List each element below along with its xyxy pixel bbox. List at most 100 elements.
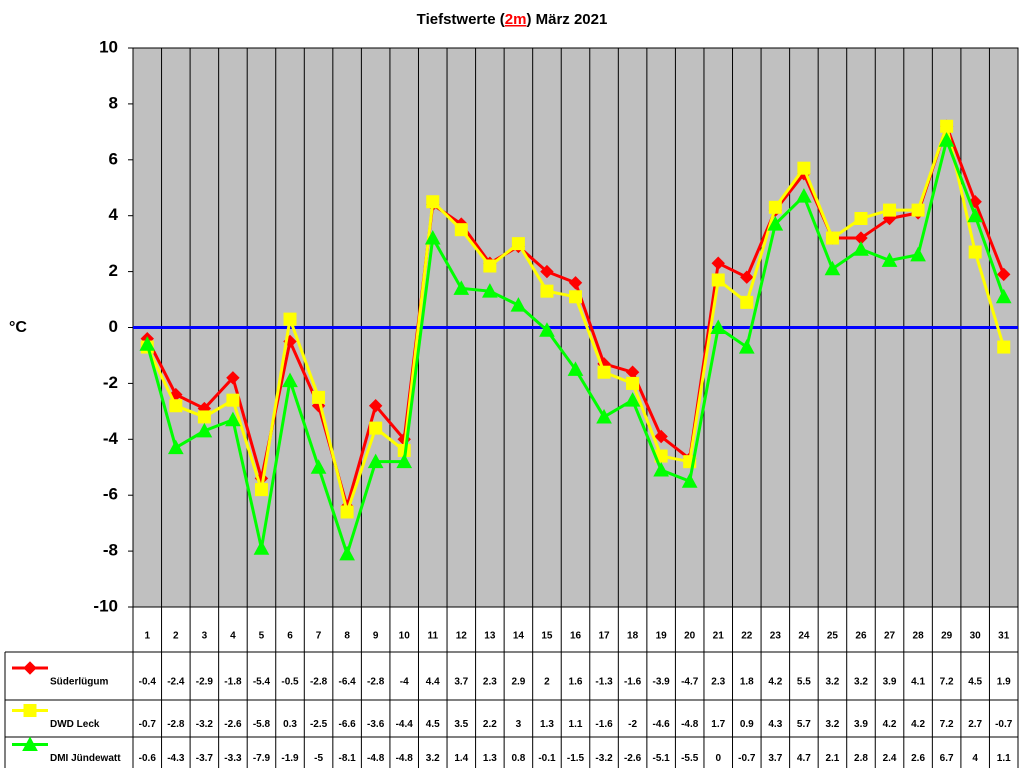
x-tick-label: 25 bbox=[827, 631, 839, 642]
marker bbox=[196, 422, 213, 438]
table-value: 3.2 bbox=[854, 677, 868, 688]
table-value: 3.2 bbox=[825, 719, 839, 730]
marker bbox=[740, 270, 754, 284]
table-value: 1.8 bbox=[740, 677, 754, 688]
table-value: 3.2 bbox=[825, 677, 839, 688]
table-value: -6.6 bbox=[338, 719, 356, 730]
marker bbox=[940, 119, 954, 133]
marker bbox=[738, 339, 755, 354]
table-value: -5.4 bbox=[253, 677, 271, 688]
table-value: 6.7 bbox=[940, 753, 954, 764]
table-value: 1.1 bbox=[569, 719, 583, 730]
table-value: -4.8 bbox=[367, 753, 385, 764]
marker bbox=[825, 231, 839, 245]
marker bbox=[624, 392, 641, 407]
marker bbox=[511, 237, 525, 251]
table-value: -4.6 bbox=[653, 719, 671, 730]
table-value: 1.4 bbox=[454, 753, 468, 764]
marker bbox=[283, 312, 297, 326]
table-value: -2.6 bbox=[624, 753, 642, 764]
marker bbox=[568, 276, 583, 290]
marker bbox=[139, 336, 156, 351]
marker bbox=[824, 260, 841, 276]
marker bbox=[597, 365, 611, 379]
table-value: 2.1 bbox=[825, 753, 839, 764]
table-value: 4 bbox=[972, 753, 978, 764]
table-value: 0.3 bbox=[283, 719, 297, 730]
marker bbox=[596, 408, 612, 424]
marker bbox=[340, 505, 354, 519]
x-tick-label: 5 bbox=[259, 631, 265, 642]
marker bbox=[540, 264, 554, 279]
y-axis-label: °C bbox=[9, 319, 27, 336]
y-tick-label: -10 bbox=[93, 596, 118, 615]
table-value: 2.3 bbox=[483, 677, 497, 688]
table-value: 1.1 bbox=[997, 753, 1011, 764]
table-value: -3.3 bbox=[224, 753, 242, 764]
x-tick-label: 3 bbox=[202, 631, 208, 642]
table-value: -2.8 bbox=[310, 677, 328, 688]
table-value: -8.1 bbox=[338, 753, 356, 764]
table-value: -1.6 bbox=[595, 719, 613, 730]
table-value: 4.2 bbox=[768, 677, 782, 688]
table-value: -2.8 bbox=[167, 719, 185, 730]
table-value: 0.8 bbox=[511, 753, 525, 764]
table-value: 2.9 bbox=[511, 677, 525, 688]
table-value: 5.5 bbox=[797, 677, 811, 688]
table-value: -5.1 bbox=[653, 753, 671, 764]
table-value: 3.5 bbox=[454, 719, 468, 730]
table-value: -3.9 bbox=[653, 677, 671, 688]
legend-label: DWD Leck bbox=[50, 719, 100, 730]
marker bbox=[768, 200, 782, 214]
marker bbox=[482, 283, 498, 298]
marker bbox=[681, 473, 698, 488]
x-tick-label: 18 bbox=[627, 631, 639, 642]
x-tick-label: 19 bbox=[656, 631, 668, 642]
marker bbox=[797, 161, 811, 175]
x-tick-label: 28 bbox=[913, 631, 925, 642]
table-value: -6.4 bbox=[338, 677, 356, 688]
y-tick-label: 10 bbox=[99, 37, 118, 56]
legend-marker bbox=[23, 661, 37, 675]
y-tick-label: -8 bbox=[103, 541, 118, 560]
legend-marker bbox=[23, 704, 37, 717]
marker bbox=[454, 223, 468, 237]
marker bbox=[540, 284, 554, 298]
table-value: 4.5 bbox=[426, 719, 440, 730]
marker bbox=[710, 319, 727, 334]
chart-title: Tiefstwerte (2m) März 2021 bbox=[417, 11, 608, 28]
marker bbox=[711, 256, 725, 270]
marker bbox=[312, 390, 326, 404]
table-value: -4.8 bbox=[396, 753, 414, 764]
table-value: -4 bbox=[400, 677, 409, 688]
x-tick-label: 14 bbox=[513, 631, 525, 642]
table-value: 2.2 bbox=[483, 719, 497, 730]
x-tick-label: 16 bbox=[570, 631, 582, 642]
table-value: -2.9 bbox=[196, 677, 214, 688]
marker bbox=[654, 429, 668, 444]
x-tick-label: 13 bbox=[484, 631, 496, 642]
table-value: 3.7 bbox=[768, 753, 782, 764]
table-value: -1.8 bbox=[224, 677, 242, 688]
marker bbox=[197, 410, 211, 424]
x-tick-label: 23 bbox=[770, 631, 782, 642]
legend-label: DMI Jündewatt bbox=[50, 753, 121, 764]
marker bbox=[424, 230, 441, 245]
table-value: 3.7 bbox=[454, 677, 468, 688]
marker bbox=[339, 545, 355, 561]
table-value: -0.1 bbox=[538, 753, 556, 764]
marker bbox=[567, 361, 584, 376]
title-part: ) März 2021 bbox=[526, 11, 607, 28]
table-value: -0.7 bbox=[738, 753, 756, 764]
marker bbox=[711, 273, 725, 287]
marker bbox=[226, 371, 240, 385]
table-value: 2.8 bbox=[854, 753, 868, 764]
table-value: 7.2 bbox=[940, 677, 954, 688]
table-value: -1.3 bbox=[595, 677, 613, 688]
x-tick-label: 26 bbox=[855, 631, 867, 642]
table-value: -2 bbox=[628, 719, 637, 730]
table-value: -0.5 bbox=[281, 677, 299, 688]
table-value: -2.6 bbox=[224, 719, 242, 730]
marker bbox=[767, 216, 784, 231]
